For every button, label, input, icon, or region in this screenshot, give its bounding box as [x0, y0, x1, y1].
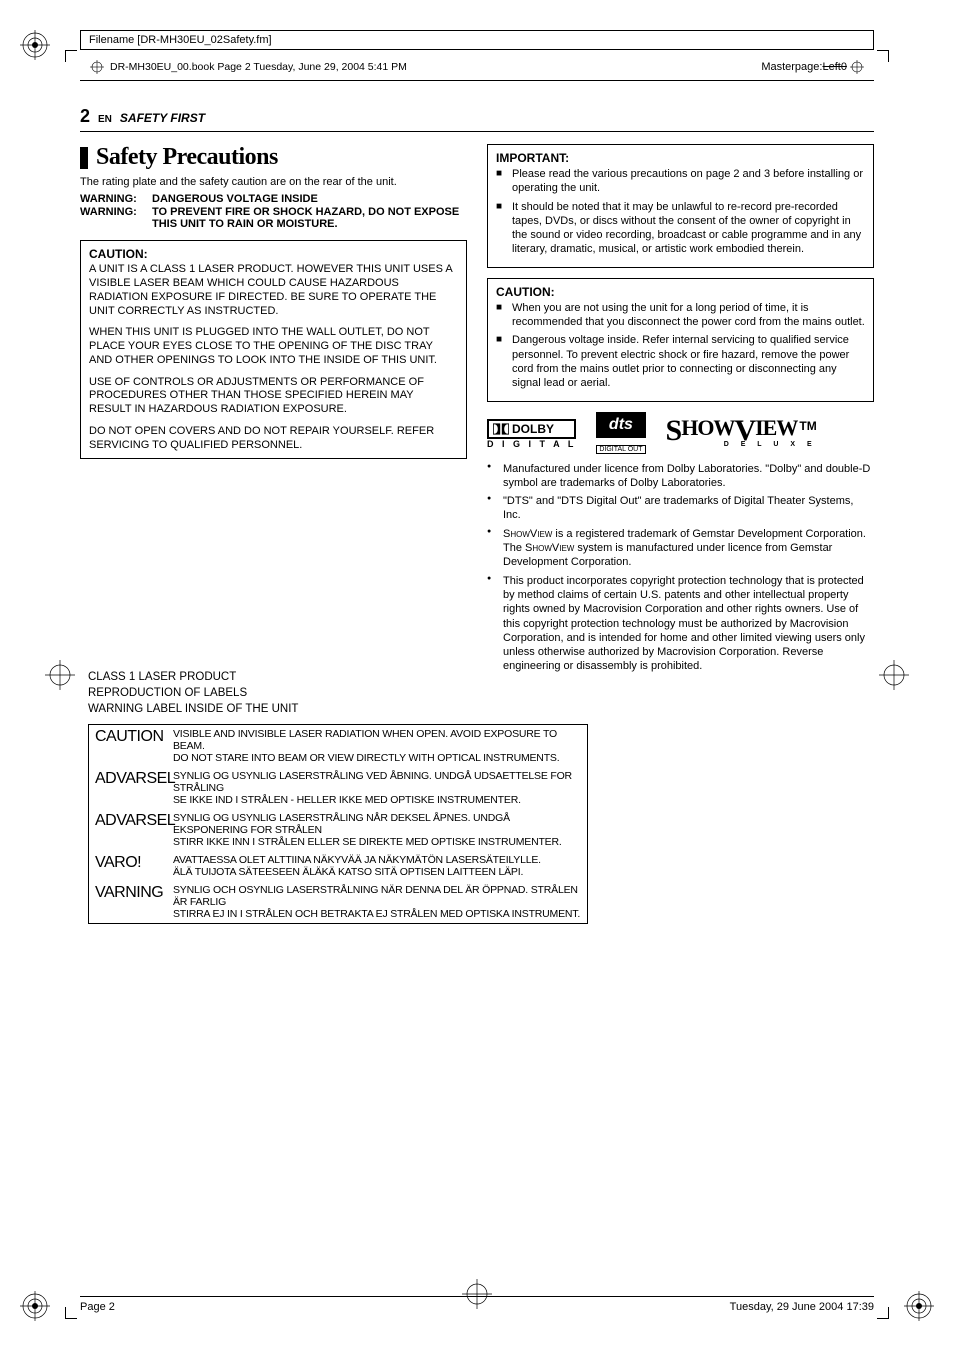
showview-s: S — [666, 419, 682, 443]
dts-text: dts — [596, 412, 645, 438]
caution-heading: CAUTION: — [496, 285, 865, 299]
caution-list: When you are not using the unit for a lo… — [496, 301, 865, 391]
book-line: DR-MH30EU_00.book Page 2 Tuesday, June 2… — [90, 60, 407, 74]
right-column: IMPORTANT: Please read the various preca… — [487, 144, 874, 718]
table-row: VARO! AVATTAESSA OLET ALTTIINA NÄKYVÄÄ J… — [89, 851, 587, 881]
masterpage-label: Masterpage: — [761, 61, 822, 73]
wt-label: VARO! — [95, 854, 173, 878]
warning-table-wrapper: CAUTION VISIBLE AND INVISIBLE LASER RADI… — [80, 724, 874, 925]
crop-mark-icon — [65, 50, 77, 62]
heading-text: Safety Precautions — [96, 144, 278, 171]
important-list: Please read the various precautions on p… — [496, 167, 865, 257]
caution-box: CAUTION: A UNIT IS A CLASS 1 LASER PRODU… — [80, 240, 467, 459]
showview-sc: ShowView — [503, 528, 552, 540]
wt-label: VARNING — [95, 884, 173, 920]
list-item: ShowView is a registered trademark of Ge… — [487, 527, 874, 570]
showview-sc: ShowView — [525, 542, 574, 554]
footer-row: Page 2 Tuesday, 29 June 2004 17:39 — [80, 1296, 874, 1313]
dts-sub: DIGITAL OUT — [596, 445, 645, 454]
caution-box-right: CAUTION: When you are not using the unit… — [487, 278, 874, 402]
wt-text: VISIBLE AND INVISIBLE LASER RADIATION WH… — [173, 728, 581, 764]
safety-heading: Safety Precautions — [80, 144, 467, 171]
deluxe-text: D E L U X E — [666, 441, 817, 448]
masterpage-value: Left0 — [822, 61, 846, 73]
table-row: CAUTION VISIBLE AND INVISIBLE LASER RADI… — [89, 725, 587, 767]
language-code: EN — [98, 114, 112, 125]
wt-text: SYNLIG OG USYNLIG LASERSTRÅLING VED ÅBNI… — [173, 770, 581, 806]
caution-para: A UNIT IS A CLASS 1 LASER PRODUCT. HOWEV… — [89, 263, 458, 318]
warning-text: DANGEROUS VOLTAGE INSIDE — [152, 193, 467, 205]
list-item: When you are not using the unit for a lo… — [496, 301, 865, 330]
warning-line: WARNING: TO PREVENT FIRE OR SHOCK HAZARD… — [80, 206, 467, 230]
registration-mark-icon — [879, 660, 909, 690]
crop-mark-icon — [65, 1307, 77, 1319]
masterpage: Masterpage:Left0 — [761, 60, 864, 74]
caution-para: WHEN THIS UNIT IS PLUGGED INTO THE WALL … — [89, 326, 458, 367]
header-row: DR-MH30EU_00.book Page 2 Tuesday, June 2… — [80, 58, 874, 81]
class1-line: CLASS 1 LASER PRODUCT — [88, 669, 467, 685]
table-row: ADVARSEL SYNLIG OG USYNLIG LASERSTRÅLING… — [89, 809, 587, 851]
class1-line: REPRODUCTION OF LABELS — [88, 685, 467, 701]
wt-text: SYNLIG OCH OSYNLIG LASERSTRÅLNING NÄR DE… — [173, 884, 581, 920]
section-title: SAFETY FIRST — [120, 111, 205, 125]
wt-text: SYNLIG OG USYNLIG LASERSTRÅLING NÅR DEKS… — [173, 812, 581, 848]
wt-text: AVATTAESSA OLET ALTTIINA NÄKYVÄÄ JA NÄKY… — [173, 854, 581, 878]
filename-box: Filename [DR-MH30EU_02Safety.fm] — [80, 30, 874, 50]
content-columns: Safety Precautions The rating plate and … — [80, 144, 874, 718]
warning-table: CAUTION VISIBLE AND INVISIBLE LASER RADI… — [88, 724, 588, 925]
left-column: Safety Precautions The rating plate and … — [80, 144, 467, 718]
trademark-list: Manufactured under licence from Dolby La… — [487, 462, 874, 674]
list-item: Dangerous voltage inside. Refer internal… — [496, 333, 865, 390]
list-item: This product incorporates copyright prot… — [487, 574, 874, 674]
caution-para: USE OF CONTROLS OR ADJUSTMENTS OR PERFOR… — [89, 376, 458, 417]
dolby-sub: D I G I T A L — [487, 439, 576, 449]
registration-mark-icon — [904, 1291, 934, 1321]
intro-text: The rating plate and the safety caution … — [80, 175, 467, 189]
registration-mark-icon — [45, 660, 75, 690]
wt-label: ADVARSEL — [95, 770, 173, 806]
warning-text: TO PREVENT FIRE OR SHOCK HAZARD, DO NOT … — [152, 206, 467, 230]
registration-mark-icon — [90, 60, 104, 74]
showview-logo-icon: SHOWVIEW TM D E L U X E — [666, 419, 817, 448]
warning-label: WARNING: — [80, 193, 152, 205]
dolby-logo-icon: DOLBY D I G I T A L — [487, 419, 576, 449]
registration-mark-icon — [20, 1291, 50, 1321]
logos-row: DOLBY D I G I T A L dts DIGITAL OUT SHOW… — [487, 412, 874, 456]
tm-text: TM — [799, 419, 816, 433]
table-row: ADVARSEL SYNLIG OG USYNLIG LASERSTRÅLING… — [89, 767, 587, 809]
wt-label: ADVARSEL — [95, 812, 173, 848]
book-line-text: DR-MH30EU_00.book Page 2 Tuesday, June 2… — [110, 61, 407, 73]
crop-mark-icon — [877, 50, 889, 62]
filename-text: Filename [DR-MH30EU_02Safety.fm] — [89, 34, 272, 46]
crop-mark-icon — [877, 1307, 889, 1319]
heading-bar-icon — [80, 147, 88, 169]
class1-line: WARNING LABEL INSIDE OF THE UNIT — [88, 701, 467, 717]
registration-mark-icon — [20, 30, 50, 60]
caution-heading: CAUTION: — [89, 247, 458, 261]
page-header: 2 EN SAFETY FIRST — [80, 106, 874, 132]
important-heading: IMPORTANT: — [496, 151, 865, 165]
list-item: "DTS" and "DTS Digital Out" are trademar… — [487, 494, 874, 523]
registration-mark-icon — [850, 60, 864, 74]
wt-label: CAUTION — [95, 728, 173, 764]
warning-line: WARNING: DANGEROUS VOLTAGE INSIDE — [80, 193, 467, 205]
important-box: IMPORTANT: Please read the various preca… — [487, 144, 874, 268]
showview-v: V — [734, 419, 755, 443]
dolby-text: DOLBY — [512, 422, 554, 436]
list-item: Manufactured under licence from Dolby La… — [487, 462, 874, 491]
dts-logo-icon: dts DIGITAL OUT — [596, 412, 645, 456]
footer-left: Page 2 — [80, 1301, 115, 1313]
page-root: Filename [DR-MH30EU_02Safety.fm] DR-MH30… — [0, 0, 954, 1351]
class1-block: CLASS 1 LASER PRODUCT REPRODUCTION OF LA… — [88, 669, 467, 717]
list-item: It should be noted that it may be unlawf… — [496, 200, 865, 257]
footer-right: Tuesday, 29 June 2004 17:39 — [730, 1301, 874, 1313]
dolby-d-icon — [493, 422, 509, 436]
warning-label: WARNING: — [80, 206, 152, 230]
showview-how: HOW — [681, 419, 734, 437]
list-item: Please read the various precautions on p… — [496, 167, 865, 196]
caution-para: DO NOT OPEN COVERS AND DO NOT REPAIR YOU… — [89, 425, 458, 453]
showview-iew: IEW — [755, 419, 797, 437]
page-number: 2 — [80, 106, 90, 127]
table-row: VARNING SYNLIG OCH OSYNLIG LASERSTRÅLNIN… — [89, 881, 587, 923]
